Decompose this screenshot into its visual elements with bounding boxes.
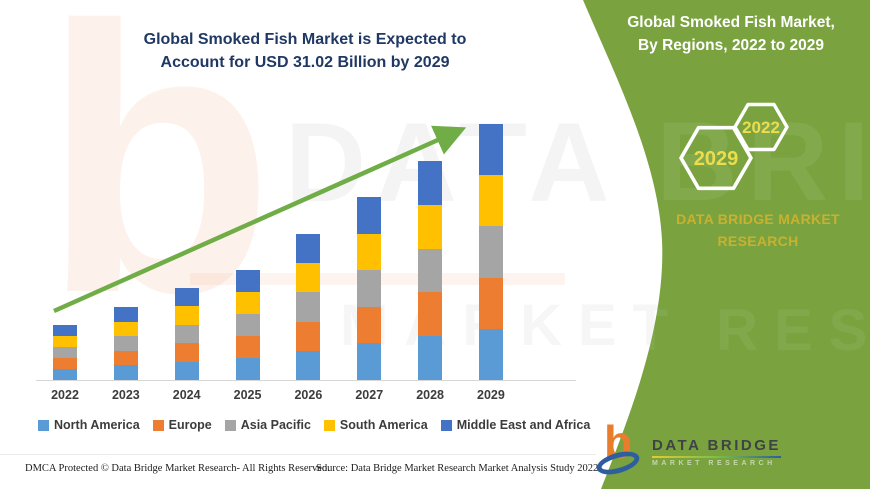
bar-segment-2025-europe [235, 335, 260, 358]
legend-swatch-icon [38, 419, 49, 431]
x-axis-label-2024: 2024 [172, 388, 201, 402]
bar-segment-2024-asia-pacific [174, 324, 199, 344]
bar-segment-2023-asia-pacific [113, 336, 138, 351]
bar-segment-2028-middle-east-and-africa [418, 160, 443, 205]
x-axis-label-2022: 2022 [51, 388, 79, 402]
bar-segment-2028-asia-pacific [418, 248, 443, 293]
legend-label: Asia Pacific [240, 418, 311, 432]
logo-subtext: MARKET RESEARCH [652, 460, 776, 467]
panel-title-line2: By Regions, 2022 to 2029 [637, 37, 825, 55]
bar-segment-2026-middle-east-and-africa [296, 233, 321, 264]
bar-segment-2026-south-america [296, 263, 321, 293]
bar-segment-2027-north-america [357, 343, 382, 380]
bar-segment-2023-middle-east-and-africa [113, 306, 138, 322]
legend-label: North America [54, 418, 140, 432]
bar-segment-2023-south-america [113, 321, 138, 337]
bar-segment-2022-south-america [53, 336, 77, 348]
legend-swatch-icon [440, 419, 452, 431]
legend-item-asia-pacific: Asia Pacific [224, 418, 311, 432]
bar-segment-2026-asia-pacific [296, 292, 321, 322]
legend-item-middle-east-and-africa: Middle East and Africa [440, 418, 591, 432]
bar-segment-2027-middle-east-and-africa [357, 197, 382, 234]
legend-swatch-icon [323, 419, 335, 431]
logo-underline [652, 456, 781, 458]
bar-segment-2025-asia-pacific [235, 313, 260, 336]
bar-segment-2025-middle-east-and-africa [235, 269, 260, 292]
panel-title: Global Smoked Fish Market, By Regions, 2… [595, 11, 867, 58]
bar-segment-2023-europe [113, 350, 138, 366]
legend-swatch-icon [224, 419, 236, 431]
bar-segment-2024-europe [174, 343, 199, 362]
dmca-text: DMCA Protected © Data Bridge Market Rese… [25, 463, 330, 474]
legend-item-north-america: North America [38, 418, 140, 432]
bar-segment-2027-south-america [357, 233, 382, 271]
bar-segment-2028-north-america [418, 336, 443, 380]
x-axis-label-2026: 2026 [294, 388, 323, 402]
source-text: Source: Data Bridge Market Research Mark… [316, 463, 599, 474]
chart-title: Global Smoked Fish Market is Expected to… [70, 28, 540, 74]
bar-segment-2022-asia-pacific [53, 347, 77, 359]
bar-segment-2029-south-america [478, 175, 503, 227]
bar-segment-2024-middle-east-and-africa [174, 287, 199, 307]
chart-title-line1: Global Smoked Fish Market is Expected to [143, 31, 467, 48]
bar-segment-2029-middle-east-and-africa [478, 124, 503, 176]
brand-text-line2: RESEARCH [717, 233, 799, 250]
bar-segment-2028-south-america [418, 204, 443, 249]
x-axis-label-2025: 2025 [233, 388, 262, 402]
logo-name: DATA BRIDGE [652, 437, 781, 454]
databridge-logo: b DATA BRIDGE MARKET RESEARCH [594, 419, 781, 479]
logo-swoosh-icon [594, 447, 642, 479]
hexagon-2022-label: 2022 [742, 118, 780, 137]
bar-segment-2023-north-america [113, 365, 138, 380]
legend-label: Europe [168, 418, 212, 432]
hexagon-2029-label: 2029 [694, 148, 739, 170]
legend-label: South America [339, 418, 428, 432]
bar-segment-2027-europe [357, 306, 382, 344]
bar-segment-2028-europe [418, 292, 443, 337]
panel-background [583, 0, 870, 489]
panel-watermark-line2: MARKET RESEARCH [340, 298, 870, 363]
x-axis-label-2027: 2027 [355, 388, 384, 402]
brand-text-line1: DATA BRIDGE MARKET [676, 211, 840, 227]
bar-segment-2022-middle-east-and-africa [53, 325, 77, 337]
legend: North America Europe Asia Pacific South Ame… [38, 418, 590, 432]
hexagon-2029: 2029 [679, 125, 753, 191]
bar-segment-2025-south-america [235, 291, 260, 314]
bar-segment-2025-north-america [235, 357, 260, 380]
brand-text: DATA BRIDGE MARKET RESEARCH [632, 208, 870, 253]
footer-divider [0, 454, 596, 455]
x-axis-label-2028: 2028 [416, 388, 444, 402]
bar-segment-2029-north-america [478, 328, 503, 380]
x-axis-label-2023: 2023 [111, 388, 140, 402]
bar-segment-2029-asia-pacific [478, 226, 503, 278]
bar-segment-2022-north-america [53, 369, 77, 380]
bar-segment-2024-south-america [174, 306, 199, 325]
x-axis-label-2029: 2029 [477, 388, 505, 402]
bar-segment-2029-europe [478, 277, 503, 329]
legend-label: Middle East and Africa [456, 418, 591, 432]
bar-segment-2027-asia-pacific [357, 270, 382, 307]
bar-segment-2022-europe [53, 358, 77, 370]
bar-segment-2024-north-america [174, 361, 199, 380]
bar-segment-2026-north-america [296, 350, 321, 380]
legend-swatch-icon [152, 419, 164, 431]
x-axis-line [36, 380, 576, 381]
legend-item-south-america: South America [323, 418, 428, 432]
panel-title-line1: Global Smoked Fish Market, [627, 14, 835, 31]
chart-title-line2: Account for USD 31.02 Billion by 2029 [160, 54, 450, 72]
databridge-b-icon: b [594, 419, 646, 479]
legend-item-europe: Europe [152, 418, 212, 432]
bar-segment-2026-europe [296, 321, 321, 351]
